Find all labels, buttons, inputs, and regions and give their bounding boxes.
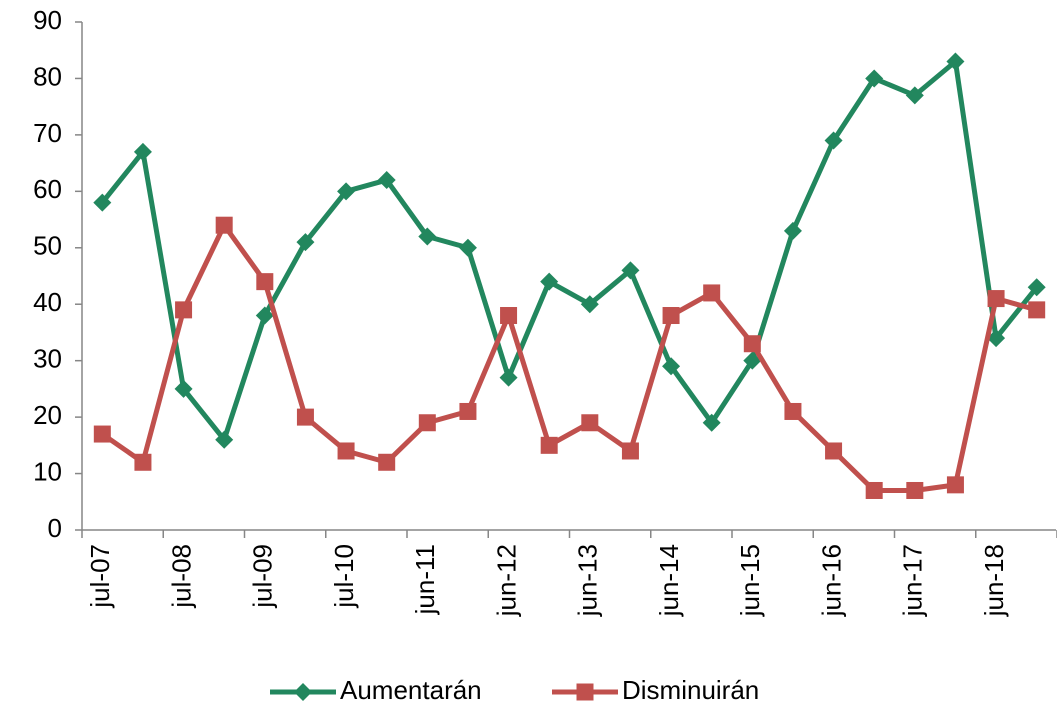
point [946, 52, 965, 71]
point [93, 425, 111, 443]
point [905, 86, 924, 105]
legend-label: Aumentarán [340, 675, 482, 705]
y-tick-label: 60 [33, 174, 62, 204]
point [743, 335, 761, 353]
x-tick-label: jun-18 [979, 544, 1009, 617]
point [418, 227, 437, 246]
point [703, 284, 721, 302]
point [174, 379, 193, 398]
point [296, 233, 315, 252]
point [906, 481, 924, 499]
point [500, 307, 518, 325]
point [458, 238, 477, 257]
point [134, 453, 152, 471]
point [93, 193, 112, 212]
point [215, 216, 233, 234]
series-line [100, 59, 1039, 443]
legend-marker [294, 683, 312, 701]
point [256, 273, 274, 291]
point [540, 436, 558, 454]
x-tick-label: jul-10 [329, 544, 359, 609]
point [702, 413, 721, 432]
x-tick-label: jun-11 [410, 544, 440, 615]
point [825, 442, 843, 460]
point [987, 290, 1005, 308]
x-tick-label: jun-13 [573, 544, 603, 617]
point [743, 351, 762, 370]
point [499, 368, 518, 387]
y-tick-label: 90 [33, 5, 62, 35]
point [1028, 301, 1046, 319]
y-tick-label: 70 [33, 118, 62, 148]
y-tick-label: 40 [33, 287, 62, 317]
y-tick-label: 80 [33, 61, 62, 91]
y-tick-label: 50 [33, 231, 62, 261]
x-tick-label: jul-08 [166, 544, 196, 609]
x-tick-label: jun-15 [735, 544, 765, 617]
point [337, 442, 355, 460]
y-tick-label: 20 [33, 400, 62, 430]
point [946, 476, 964, 494]
point [175, 301, 193, 319]
point [133, 142, 152, 161]
point [865, 69, 884, 88]
x-tick-label: jun-16 [816, 544, 846, 617]
point [1027, 278, 1046, 297]
point [581, 414, 599, 432]
point [296, 408, 314, 426]
series-line [100, 222, 1038, 493]
point [987, 329, 1006, 348]
point [824, 131, 843, 150]
point [459, 402, 477, 420]
point [215, 430, 234, 449]
legend-label: Disminuirán [622, 675, 759, 705]
point [418, 414, 436, 432]
point [662, 357, 681, 376]
point [621, 442, 639, 460]
point [540, 272, 559, 291]
point [865, 481, 883, 499]
point [662, 307, 680, 325]
x-tick-label: jun-12 [491, 544, 521, 617]
legend-marker [576, 683, 594, 701]
x-tick-label: jun-14 [654, 544, 684, 617]
x-tick-label: jun-17 [898, 544, 928, 617]
point [784, 402, 802, 420]
x-tick-label: jul-07 [85, 544, 115, 609]
point [378, 453, 396, 471]
point [783, 221, 802, 240]
point [377, 171, 396, 190]
x-tick-label: jul-09 [248, 544, 278, 609]
point [255, 306, 274, 325]
point [621, 261, 640, 280]
point [580, 295, 599, 314]
y-tick-label: 0 [48, 513, 62, 543]
y-tick-label: 10 [33, 456, 62, 486]
y-tick-label: 30 [33, 344, 62, 374]
point [337, 182, 356, 201]
